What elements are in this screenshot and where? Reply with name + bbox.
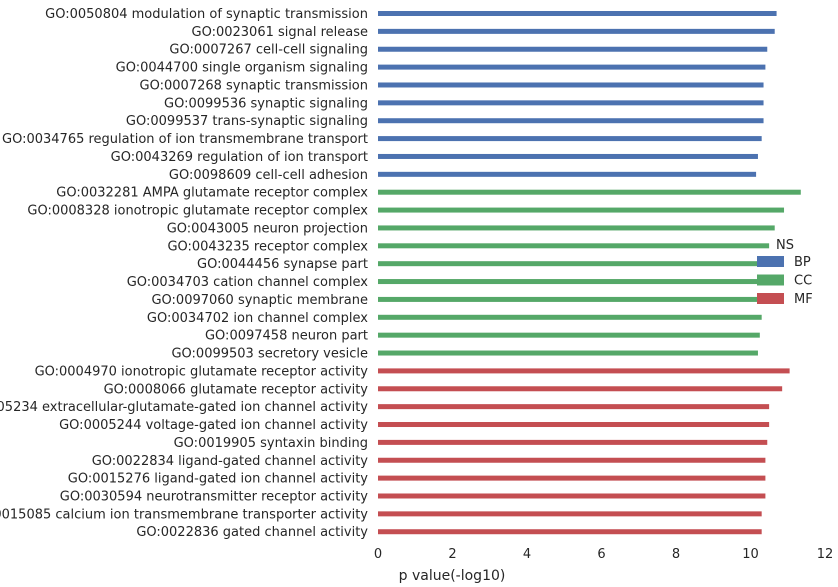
category-label: GO:0004970 ionotropic glutamate receptor… xyxy=(35,364,369,379)
category-label: GO:0050804 modulation of synaptic transm… xyxy=(45,7,368,22)
category-label: GO:0008066 glutamate receptor activity xyxy=(104,382,369,397)
bar-mf xyxy=(378,511,762,517)
bar-bp xyxy=(378,171,757,177)
bar-bp xyxy=(378,100,764,106)
category-label: GO:0022836 gated channel activity xyxy=(136,525,368,540)
category-labels: GO:0050804 modulation of synaptic transm… xyxy=(0,7,368,540)
bar-bp xyxy=(378,11,777,16)
legend: NS BP CC MF xyxy=(757,238,813,307)
bar-mf xyxy=(378,529,762,535)
category-label: GO:0044456 synapse part xyxy=(197,257,368,272)
bar-cc xyxy=(378,314,762,320)
bar-bp xyxy=(378,118,764,124)
category-label: GO:0034765 regulation of ion transmembra… xyxy=(2,132,368,147)
category-label: GO:0034703 cation channel complex xyxy=(127,275,369,290)
legend-label-bp: BP xyxy=(794,255,811,270)
x-tick-label: 10 xyxy=(742,547,759,562)
x-tick-label: 12 xyxy=(817,547,834,562)
bar-cc xyxy=(378,261,766,267)
x-tick-label: 4 xyxy=(523,547,531,562)
category-label: GO:0043269 regulation of ion transport xyxy=(111,150,368,165)
category-label: GO:0097458 neuron part xyxy=(205,329,368,344)
category-label: GO:0032281 AMPA glutamate receptor compl… xyxy=(56,186,368,201)
category-label: GO:0022834 ligand-gated channel activity xyxy=(92,454,369,469)
bar-mf xyxy=(378,439,768,445)
legend-label-mf: MF xyxy=(794,292,813,307)
bar-mf xyxy=(378,493,766,499)
category-label: GO:0005234 extracellular-glutamate-gated… xyxy=(0,400,368,415)
category-label: GO:0099537 trans-synaptic signaling xyxy=(126,114,368,129)
category-label: GO:0019905 syntaxin binding xyxy=(174,436,368,451)
category-label: GO:0099503 secretory vesicle xyxy=(171,347,368,362)
bar-cc xyxy=(378,189,801,195)
category-label: GO:0008328 ionotropic glutamate receptor… xyxy=(27,204,368,219)
bar-cc xyxy=(378,296,764,302)
legend-entries: BP CC MF xyxy=(757,255,813,307)
bar-bp xyxy=(378,82,764,88)
legend-swatch-cc xyxy=(757,274,784,286)
legend-title: NS xyxy=(776,238,794,253)
bar-mf xyxy=(378,422,770,428)
category-label: GO:0007267 cell-cell signaling xyxy=(169,43,368,58)
category-label: GO:0007268 synaptic transmission xyxy=(140,78,368,93)
bar-mf xyxy=(378,368,790,374)
category-label: GO:0030594 neurotransmitter receptor act… xyxy=(60,489,369,504)
bar-bp xyxy=(378,46,768,52)
x-tick-label: 8 xyxy=(672,547,680,562)
category-label: GO:0005244 voltage-gated ion channel act… xyxy=(59,418,368,433)
category-label: GO:0044700 single organism signaling xyxy=(116,61,368,76)
bar-cc xyxy=(378,207,785,213)
bar-mf xyxy=(378,386,783,392)
bar-cc xyxy=(378,332,760,338)
category-label: GO:0015276 ligand-gated ion channel acti… xyxy=(68,472,369,487)
x-axis-ticks: 0 2 4 6 8 10 12 xyxy=(374,547,833,562)
bar-cc xyxy=(378,243,770,249)
category-label: GO:0043235 receptor complex xyxy=(167,239,368,254)
bar-cc xyxy=(378,350,758,356)
bar-cc xyxy=(378,225,775,231)
category-label: GO:0043005 neuron projection xyxy=(167,221,368,236)
bar-bp xyxy=(378,28,775,34)
category-label: GO:0097060 synaptic membrane xyxy=(151,293,368,308)
bar-bp xyxy=(378,153,758,159)
bars-layer xyxy=(378,11,801,535)
bar-bp xyxy=(378,64,766,70)
legend-swatch-mf xyxy=(757,293,784,304)
legend-swatch-bp xyxy=(757,256,784,267)
category-label: GO:0034702 ion channel complex xyxy=(147,311,368,326)
legend-label-cc: CC xyxy=(794,274,812,289)
category-label: GO:0098609 cell-cell adhesion xyxy=(169,168,368,183)
x-axis-title: p value(-log10) xyxy=(399,568,506,584)
bar-cc xyxy=(378,279,766,285)
bar-mf xyxy=(378,457,766,463)
category-label: GO:0099536 synaptic signaling xyxy=(164,96,368,111)
category-label: GO:0015085 calcium ion transmembrane tra… xyxy=(0,507,368,522)
bar-mf xyxy=(378,404,770,410)
bar-bp xyxy=(378,136,762,142)
bar-mf xyxy=(378,475,766,481)
x-tick-label: 0 xyxy=(374,547,382,562)
x-tick-label: 6 xyxy=(597,547,605,562)
x-tick-label: 2 xyxy=(448,547,456,562)
category-label: GO:0023061 signal release xyxy=(192,25,368,40)
